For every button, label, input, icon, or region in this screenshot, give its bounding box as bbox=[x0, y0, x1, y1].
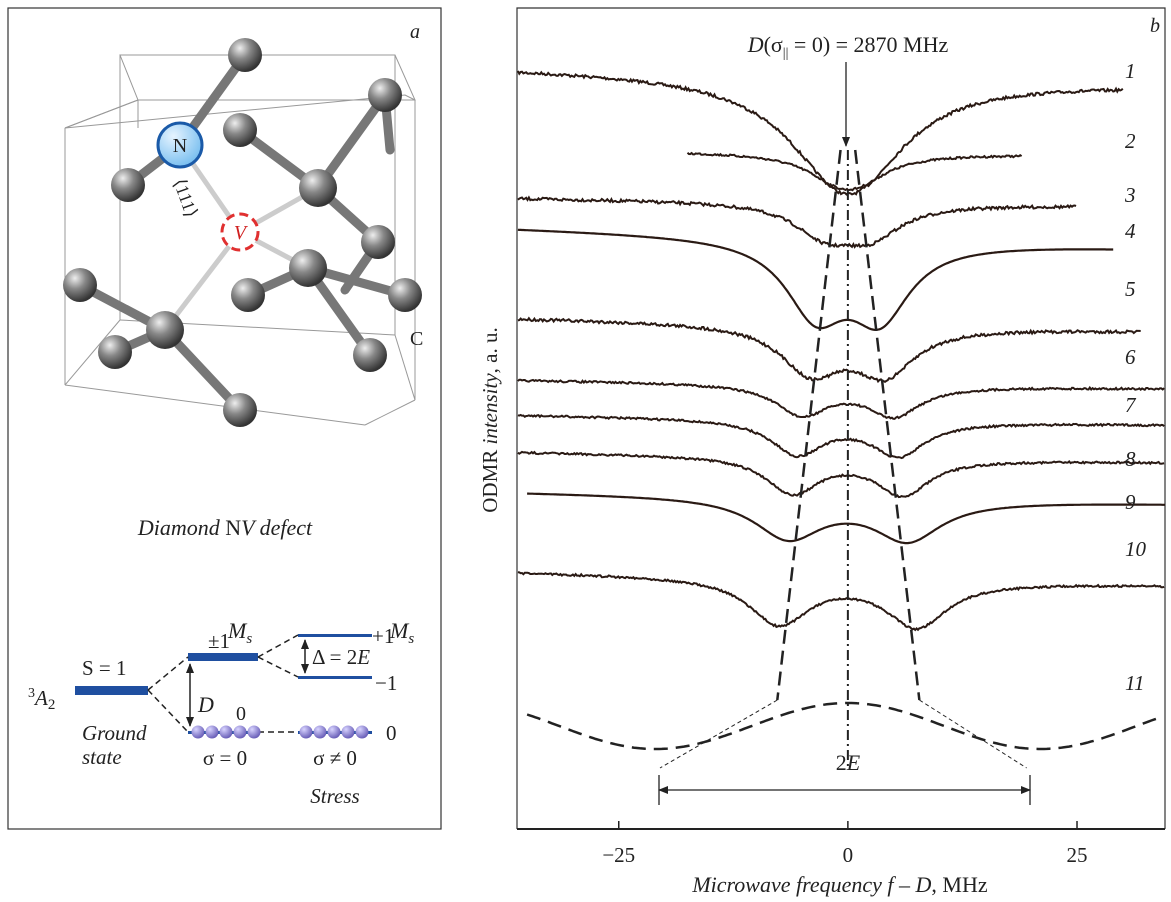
x-tick-label: 0 bbox=[843, 843, 854, 867]
spectra bbox=[517, 70, 1165, 770]
spectrum bbox=[517, 450, 1165, 499]
level-label: 0 bbox=[236, 703, 246, 725]
curve-label: 10 bbox=[1125, 537, 1147, 561]
panel-b-frame bbox=[516, 7, 1166, 829]
curve-label: 4 bbox=[1125, 219, 1136, 243]
annotation: D(σ|| = 0) = 2870 MHz bbox=[747, 32, 949, 61]
curve-label: 8 bbox=[1125, 447, 1136, 471]
curve-label: 6 bbox=[1125, 345, 1136, 369]
spectrum bbox=[517, 413, 1165, 460]
spectrum bbox=[527, 492, 1165, 545]
level bbox=[298, 676, 372, 679]
guide-line bbox=[776, 149, 842, 701]
ground-label: state bbox=[82, 745, 122, 769]
level-label: 0 bbox=[386, 721, 397, 745]
x-tick-label: 25 bbox=[1067, 843, 1088, 867]
curve-label: 11 bbox=[1125, 671, 1144, 695]
y-axis-label: ODMR intensity, a. u. bbox=[478, 327, 502, 513]
panel-label: b bbox=[1150, 15, 1160, 37]
energy-diagram: Ms Ms S = 1 3A2 ±1 +1 −1 Δ = 2E D 0 0 Gr… bbox=[28, 618, 414, 808]
guide-line bbox=[659, 699, 778, 769]
atoms bbox=[63, 38, 422, 427]
splitting-label: 2E bbox=[836, 750, 861, 775]
spectrum bbox=[686, 151, 1023, 192]
level-label: ±1 bbox=[208, 629, 230, 653]
atom-label: C bbox=[410, 328, 423, 350]
level-label: +1 bbox=[372, 624, 394, 648]
level bbox=[75, 686, 148, 695]
level bbox=[298, 634, 372, 637]
curve-label: 5 bbox=[1125, 277, 1136, 301]
atom-label: V bbox=[234, 222, 249, 244]
curve-label: 1 bbox=[1125, 59, 1136, 83]
level bbox=[188, 653, 258, 661]
spin-label: S = 1 bbox=[82, 656, 127, 680]
term-label: 3A2 bbox=[28, 686, 55, 713]
direction-label: ⟨111⟩ bbox=[169, 176, 201, 220]
panel-a-frame bbox=[7, 7, 442, 830]
stress-label: Stress bbox=[310, 784, 359, 808]
model-curve bbox=[526, 701, 1163, 751]
splitting-label: Δ = 2E bbox=[312, 645, 370, 669]
curve-label: 3 bbox=[1124, 183, 1136, 207]
spectrum bbox=[517, 228, 1114, 331]
sigma-label: σ ≠ 0 bbox=[313, 746, 357, 770]
spectrum bbox=[517, 195, 1077, 249]
sigma-label: σ = 0 bbox=[203, 746, 247, 770]
curve-label: 2 bbox=[1125, 129, 1136, 153]
spectrum bbox=[517, 571, 1165, 632]
x-axis-label: Microwave frequency f – D, MHz bbox=[691, 872, 988, 897]
x-tick-label: −25 bbox=[602, 843, 635, 867]
caption: Diamond NV defect bbox=[137, 515, 313, 540]
level-label: −1 bbox=[375, 671, 397, 695]
spectrum bbox=[517, 378, 1165, 420]
curve-label: 7 bbox=[1125, 393, 1137, 417]
spectrum bbox=[517, 316, 1141, 384]
ground-label: Ground bbox=[82, 721, 147, 745]
guide-line bbox=[853, 149, 921, 701]
spectrum bbox=[517, 70, 1124, 196]
ms-label: Ms bbox=[389, 618, 414, 647]
panel-label: a bbox=[410, 21, 420, 43]
curve-label: 9 bbox=[1125, 490, 1136, 514]
guide-line bbox=[919, 699, 1027, 769]
atom-label: N bbox=[173, 135, 187, 157]
zfs-label: D bbox=[197, 692, 214, 717]
ms-label: Ms bbox=[227, 618, 252, 647]
